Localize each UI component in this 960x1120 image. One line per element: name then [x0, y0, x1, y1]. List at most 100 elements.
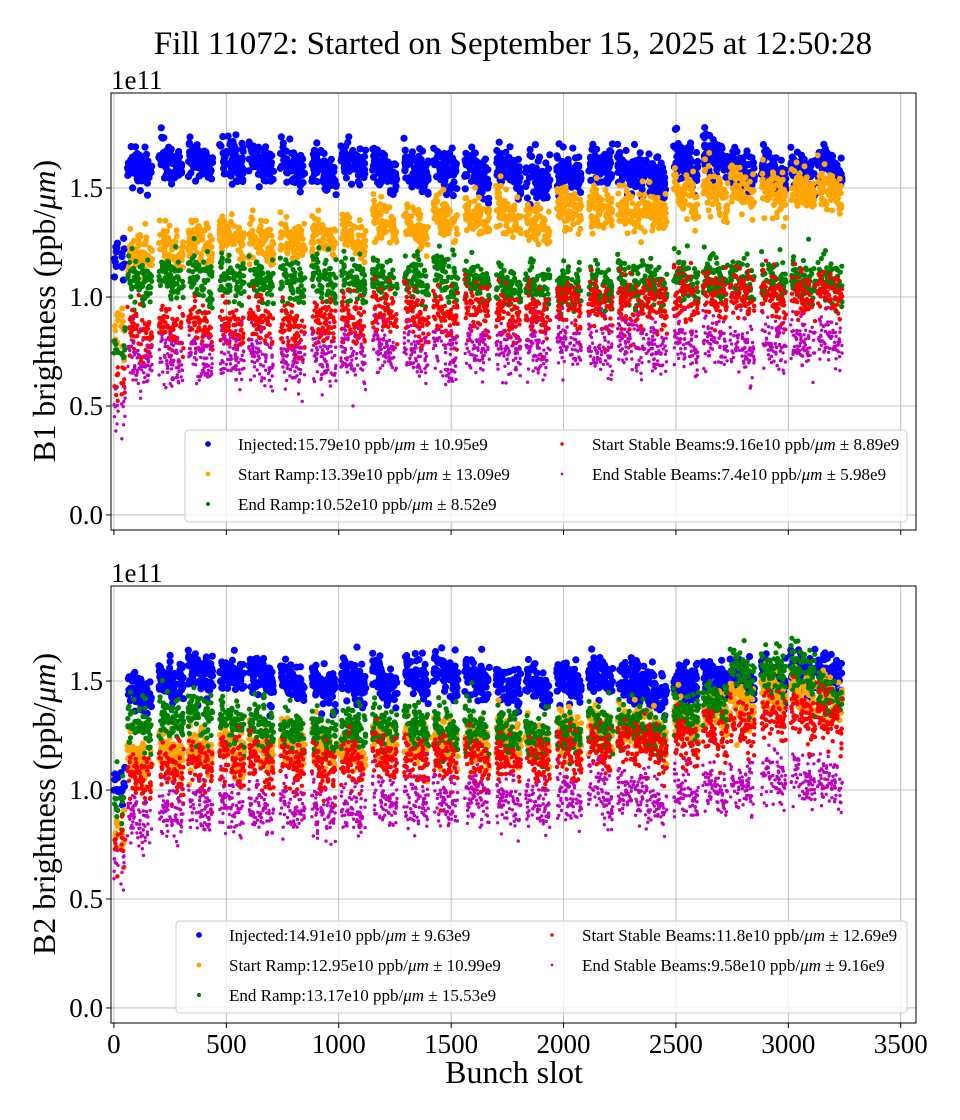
data-point [143, 290, 149, 296]
data-point [231, 271, 237, 277]
data-point [448, 154, 457, 162]
data-point [310, 253, 316, 260]
data-point [199, 287, 206, 293]
data-point [571, 177, 579, 186]
data-point [333, 300, 339, 306]
data-point [416, 214, 423, 221]
data-point [803, 174, 810, 181]
data-point [533, 194, 541, 202]
data-point [694, 157, 702, 166]
data-point [506, 143, 514, 151]
data-point [337, 142, 345, 150]
data-point [722, 173, 730, 181]
data-point [529, 264, 535, 270]
data-point [354, 274, 360, 280]
data-point [163, 270, 169, 276]
data-point [264, 291, 270, 297]
data-point [255, 183, 263, 191]
data-point [246, 231, 253, 237]
data-point [571, 154, 580, 162]
data-point [710, 251, 716, 257]
data-point [136, 186, 144, 195]
data-point [370, 211, 377, 218]
data-point [247, 221, 254, 227]
data-point [238, 266, 244, 272]
data-point [653, 267, 659, 273]
figure-title: Fill 11072: Started on September 15, 202… [154, 26, 872, 62]
data-point [763, 181, 770, 188]
data-point [835, 201, 842, 208]
data-point [168, 180, 176, 188]
data-point [486, 228, 493, 234]
data-point [619, 207, 626, 214]
data-point [443, 224, 450, 231]
data-point [400, 134, 408, 142]
data-point [277, 209, 284, 216]
data-point [141, 143, 149, 151]
data-point [484, 199, 493, 207]
data-point [590, 194, 597, 201]
data-point [563, 187, 569, 194]
data-point [168, 264, 174, 270]
data-point [253, 150, 261, 158]
data-point [204, 161, 212, 169]
data-point [326, 276, 332, 282]
data-point [514, 194, 521, 201]
data-point [142, 150, 151, 158]
data-point [821, 199, 828, 206]
data-point [284, 278, 290, 284]
data-point [347, 298, 353, 304]
data-point [509, 234, 516, 240]
data-point [206, 289, 212, 295]
data-point [286, 135, 294, 143]
data-point [621, 170, 629, 178]
data-point [514, 281, 521, 287]
data-point [238, 273, 244, 279]
data-point [636, 191, 643, 198]
data-point [714, 260, 720, 266]
data-point [484, 166, 492, 174]
data-point [659, 168, 668, 176]
data-point [794, 189, 801, 196]
data-point [448, 144, 456, 152]
data-point [555, 178, 564, 186]
data-point [191, 253, 197, 259]
data-point [163, 152, 171, 160]
data-point [555, 172, 563, 180]
data-point [371, 283, 377, 290]
data-point [641, 191, 648, 198]
data-point [256, 263, 262, 269]
data-point [401, 146, 409, 154]
data-point [356, 217, 363, 224]
data-point [512, 221, 519, 228]
data-point [728, 198, 735, 205]
data-point [231, 299, 237, 305]
data-point [709, 201, 716, 208]
data-point [692, 148, 701, 157]
data-point [523, 179, 531, 187]
data-point [470, 149, 478, 157]
data-point [463, 227, 470, 234]
data-point [770, 202, 777, 208]
data-point [112, 340, 118, 346]
data-point [329, 290, 335, 296]
data-point [438, 274, 444, 280]
data-point [223, 242, 230, 249]
data-point [503, 222, 510, 229]
data-point [462, 212, 469, 219]
data-point [354, 238, 361, 245]
data-point [469, 249, 475, 255]
data-point [370, 144, 378, 152]
data-point [222, 148, 230, 156]
data-point [444, 218, 451, 225]
data-point [537, 205, 544, 212]
data-point [310, 283, 316, 289]
data-point [118, 261, 126, 270]
data-point [297, 266, 303, 272]
data-point [177, 169, 186, 177]
data-point [172, 158, 180, 166]
data-point [560, 168, 568, 176]
data-point [332, 227, 339, 234]
data-point [208, 154, 217, 162]
data-point [759, 140, 768, 149]
